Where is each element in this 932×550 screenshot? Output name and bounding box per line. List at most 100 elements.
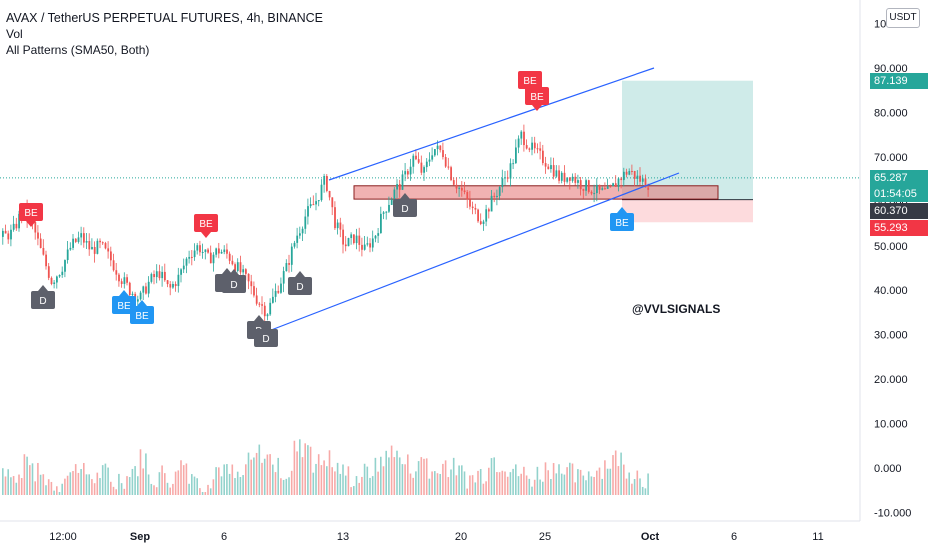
volume-bar [85, 474, 88, 495]
volume-bar [517, 476, 520, 495]
candle-body [307, 206, 309, 217]
channel-lower-trendline[interactable] [265, 172, 680, 333]
volume-bar [69, 472, 72, 495]
candle-body [431, 155, 434, 160]
candle-body [2, 230, 4, 237]
pattern-marker-bearish[interactable] [525, 87, 549, 105]
candle-body [258, 303, 261, 305]
volume-bar [412, 477, 414, 495]
volume-bar [77, 472, 80, 495]
pattern-indicator-label: All Patterns (SMA50, Both) [6, 43, 150, 57]
volume-bar [498, 472, 501, 495]
pattern-marker-bearish[interactable] [518, 71, 542, 89]
candle-body [585, 180, 587, 191]
candle-body [371, 238, 374, 248]
candle-body [525, 145, 528, 149]
candle-body [515, 147, 517, 164]
volume-bar [388, 457, 390, 495]
volume-bar [128, 477, 131, 495]
volume-bar [2, 468, 4, 495]
pattern-marker-doji[interactable] [31, 291, 55, 309]
volume-bar [74, 464, 77, 495]
volume-bar [250, 459, 252, 495]
candle-body [142, 286, 145, 293]
volume-bar [579, 469, 582, 495]
volume-bar [123, 488, 126, 495]
channel-upper-trendline[interactable] [328, 67, 655, 181]
candle-body [506, 177, 509, 179]
volume-bar [212, 479, 215, 495]
volume-bar [53, 490, 55, 495]
candle-body [161, 271, 164, 279]
candle-body [77, 237, 80, 242]
volume-bar [474, 482, 477, 495]
position-profit-zone[interactable] [622, 80, 753, 200]
pattern-marker-doji[interactable] [222, 275, 246, 293]
candle-body [253, 286, 255, 296]
volume-bar [182, 465, 185, 495]
candle-body [250, 281, 253, 287]
candle-body [280, 283, 282, 293]
pattern-marker-bearish[interactable] [194, 214, 218, 232]
candle-body [601, 188, 604, 190]
pattern-marker-bullish[interactable] [610, 213, 634, 231]
volume-bar [390, 445, 393, 495]
candle-body [577, 180, 579, 183]
candle-body [126, 277, 128, 283]
candle-body [112, 260, 115, 271]
candle-body [401, 174, 404, 190]
volume-bar [307, 445, 309, 495]
pattern-marker-pointer [26, 221, 36, 227]
candle-body [191, 256, 193, 258]
candle-body [571, 176, 574, 181]
volume-bar [585, 480, 587, 495]
pattern-marker-label: BE [24, 208, 38, 219]
volume-bar [431, 471, 433, 495]
currency-button[interactable]: USDT [886, 8, 920, 28]
candle-body [155, 271, 158, 278]
pattern-marker-bullish[interactable] [130, 306, 154, 324]
candle-body [633, 171, 636, 179]
volume-bar [72, 471, 74, 495]
volume-bar [469, 475, 471, 495]
pattern-marker-label: BE [530, 92, 544, 103]
pattern-marker-doji[interactable] [393, 199, 417, 217]
volume-bar [461, 465, 463, 495]
candle-body [199, 245, 201, 253]
candle-body [425, 161, 428, 168]
candle-body [569, 177, 571, 181]
candle-body [636, 175, 639, 179]
candle-body [139, 292, 142, 300]
volume-bar [587, 471, 590, 495]
volume-bar [231, 464, 234, 495]
volume-bar [536, 466, 539, 495]
candle-body [385, 211, 388, 213]
pattern-marker-label: D [401, 204, 408, 215]
candle-body [558, 170, 560, 181]
volume-bar [323, 460, 325, 495]
position-loss-zone[interactable] [622, 199, 753, 223]
candle-body [326, 176, 328, 191]
volume-bar [542, 481, 544, 495]
volume-bar [112, 486, 115, 495]
volume-bar [609, 468, 612, 495]
candle-body [490, 195, 493, 212]
pattern-marker-doji[interactable] [288, 277, 312, 295]
candle-body [328, 190, 331, 198]
support-zone-rectangle[interactable] [353, 185, 719, 200]
candle-body [301, 228, 304, 234]
candle-body [96, 240, 99, 254]
volume-bar [444, 460, 447, 495]
candle-body [39, 238, 42, 249]
candle-body [172, 283, 174, 288]
pattern-marker-doji[interactable] [254, 329, 278, 347]
candle-body [342, 229, 344, 245]
volume-bar [172, 483, 174, 495]
candle-body [447, 166, 450, 168]
volume-bar [396, 450, 398, 495]
candle-body [277, 290, 280, 293]
volume-bar [558, 464, 560, 495]
volume-bar [336, 462, 339, 495]
pattern-marker-bearish[interactable] [19, 203, 43, 221]
